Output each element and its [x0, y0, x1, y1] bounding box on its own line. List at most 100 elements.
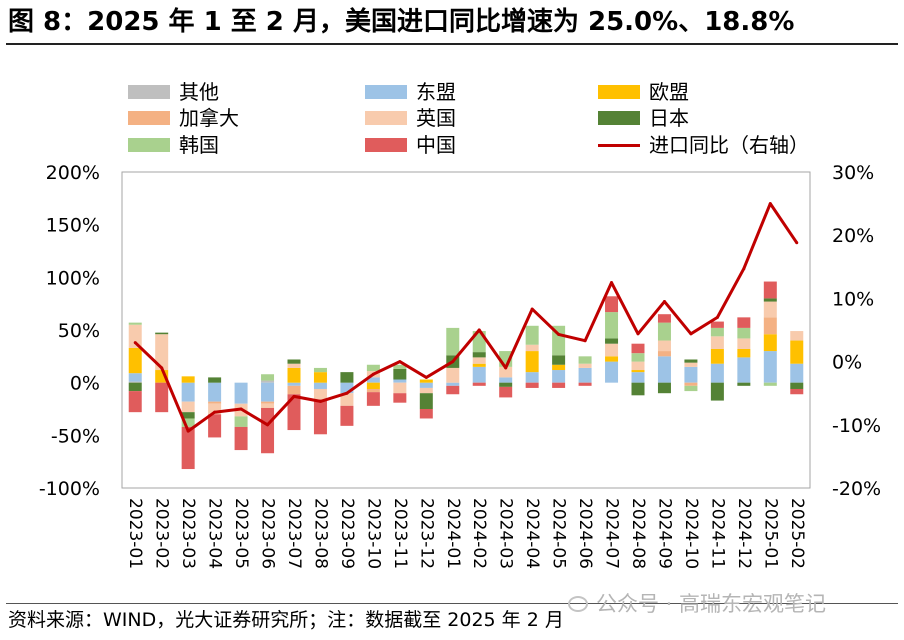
import-yoy-point-2023-09 [345, 391, 349, 395]
bar-china-2024-07 [605, 296, 619, 313]
y-left-tick-label: -50% [51, 425, 100, 447]
bar-uk-2023-08 [313, 388, 327, 400]
bar-eu-2023-03 [181, 376, 195, 383]
bar-japan-2023-12 [419, 393, 433, 409]
bar-asean-2023-12 [419, 382, 433, 388]
y-right-tick-label: -10% [832, 415, 881, 437]
bar-canada-2023-06 [261, 401, 275, 404]
bar-asean-2023-05 [234, 382, 248, 404]
y-right-tick-label: 20% [832, 225, 874, 247]
bar-japan-2023-03 [181, 412, 195, 419]
x-tick-label: 2024-06 [575, 498, 595, 569]
bar-korea-2023-05 [234, 416, 248, 427]
import-yoy-point-2023-07 [292, 394, 296, 398]
bar-korea-2024-06 [578, 356, 592, 364]
bar-china-2023-11 [393, 393, 407, 403]
x-tick-label: 2024-04 [522, 498, 542, 569]
legend-swatch-uk [365, 111, 407, 125]
bar-asean-2025-01 [763, 351, 777, 383]
bar-uk-2024-02 [472, 357, 486, 364]
x-tick-label: 2023-08 [311, 498, 331, 569]
bar-china-2023-07 [287, 394, 301, 431]
import-yoy-point-2024-04 [530, 307, 534, 311]
bar-china-2023-12 [419, 409, 433, 419]
y-left-tick-label: 100% [46, 267, 100, 289]
bar-uk-2024-06 [578, 363, 592, 368]
y-right-tick-label: -20% [832, 478, 881, 500]
bar-asean-2023-07 [287, 382, 301, 386]
bar-uk-2024-11 [710, 336, 724, 349]
bar-uk-2024-03 [499, 366, 513, 378]
bar-korea-2024-04 [525, 325, 539, 345]
import-yoy-point-2024-09 [662, 300, 666, 304]
legend-swatch-other [128, 85, 170, 99]
bar-asean-2024-02 [472, 366, 486, 383]
bar-japan-2024-11 [710, 382, 724, 401]
bar-korea-2023-10 [366, 364, 380, 372]
bar-canada-2023-04 [208, 401, 222, 404]
bar-eu-2024-11 [710, 348, 724, 364]
bar-uk-2024-10 [684, 362, 698, 367]
watermark: 公众号 · 高瑞东宏观笔记 [568, 591, 826, 617]
bar-japan-2024-08 [631, 382, 645, 396]
bar-canada-2025-01 [763, 317, 777, 335]
bar-korea-2024-08 [631, 353, 645, 362]
legend-item-japan: 日本 [598, 105, 689, 131]
legend-label-japan: 日本 [649, 106, 689, 130]
plot-frame [121, 171, 811, 489]
bar-japan-2023-02 [155, 332, 169, 335]
bar-asean-2025-02 [790, 363, 804, 383]
bar-uk-2023-07 [287, 363, 301, 368]
bar-asean-2023-11 [393, 379, 407, 383]
bar-china-2024-02 [472, 382, 486, 386]
bar-japan-2024-03 [499, 382, 513, 387]
bar-uk-2023-11 [393, 382, 407, 394]
bar-asean-2023-01 [128, 373, 142, 382]
bar-asean-2024-06 [578, 367, 592, 383]
bar-korea-2023-08 [313, 367, 327, 373]
bar-china-2023-06 [261, 407, 275, 454]
bar-eu-2024-08 [631, 370, 645, 373]
legend-label-eu: 欧盟 [649, 80, 689, 104]
bar-china-2024-05 [552, 382, 566, 388]
x-tick-label: 2023-07 [284, 498, 304, 569]
import-yoy-point-2024-07 [610, 281, 614, 285]
y-right-tick-label: 0% [832, 352, 862, 374]
bar-uk-2023-04 [208, 403, 222, 415]
legend-label-korea: 韩国 [179, 133, 219, 157]
bar-korea-2024-01 [446, 327, 460, 356]
bar-uk-2023-02 [155, 334, 169, 371]
import-yoy-point-2024-12 [742, 267, 746, 271]
bar-asean-2023-03 [181, 382, 195, 402]
bar-japan-2024-07 [605, 338, 619, 344]
legend-label-import-yoy: 进口同比（右轴） [649, 133, 809, 157]
bar-eu-2025-01 [763, 334, 777, 352]
x-tick-label: 2024-09 [655, 498, 675, 569]
bar-korea-2025-01 [763, 382, 777, 386]
bar-china-2023-02 [155, 382, 169, 413]
wechat-icon [568, 596, 588, 612]
import-yoy-point-2024-11 [715, 315, 719, 319]
bar-eu-2023-10 [366, 382, 380, 389]
legend-label-canada: 加拿大 [179, 106, 239, 130]
bar-eu-2023-07 [287, 367, 301, 383]
legend-swatch-import-yoy [598, 143, 640, 147]
legend-item-asean: 东盟 [365, 79, 456, 105]
x-tick-label: 2025-02 [787, 498, 807, 569]
legend-label-uk: 英国 [416, 106, 456, 130]
legend-swatch-japan [598, 111, 640, 125]
import-yoy-point-2023-08 [318, 399, 322, 403]
import-yoy-point-2023-06 [266, 423, 270, 427]
bar-china-2023-03 [181, 426, 195, 470]
bar-china-2024-12 [737, 317, 751, 328]
bar-asean-2024-11 [710, 363, 724, 383]
bar-eu-2024-05 [552, 364, 566, 371]
import-yoy-point-2025-02 [795, 241, 799, 245]
bar-other-2023-06 [261, 380, 275, 383]
legend-label-china: 中国 [416, 133, 456, 157]
bar-uk-2024-12 [737, 338, 751, 349]
bar-japan-2024-12 [737, 382, 751, 386]
y-right-tick-label: 10% [832, 288, 874, 310]
legend-item-canada: 加拿大 [128, 105, 239, 131]
bar-asean-2024-01 [446, 382, 460, 386]
